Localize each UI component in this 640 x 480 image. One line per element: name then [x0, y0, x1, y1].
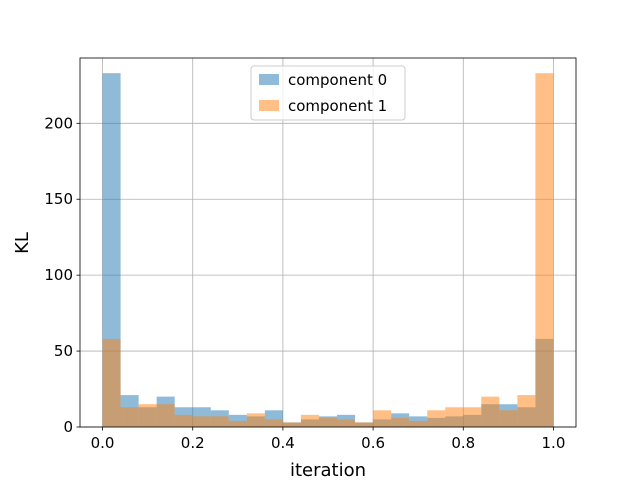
histogram-bars	[102, 73, 554, 428]
bar-component-1	[391, 417, 410, 427]
bar-component-1	[246, 413, 265, 427]
bar-component-1	[102, 338, 121, 427]
y-axis-label: KL	[12, 232, 33, 254]
x-tick-label: 0.0	[91, 434, 115, 452]
bar-component-1	[210, 416, 229, 427]
bar-component-0	[102, 73, 121, 428]
bar-component-1	[192, 416, 211, 427]
x-tick-label: 0.8	[451, 434, 475, 452]
bar-component-1	[264, 419, 283, 427]
bar-component-1	[337, 419, 356, 427]
bar-component-1	[138, 404, 157, 427]
legend-swatch	[259, 74, 279, 85]
bar-component-1	[355, 422, 374, 427]
bar-component-1	[481, 396, 500, 427]
bar-component-1	[156, 404, 175, 427]
y-tick-label: 150	[44, 190, 73, 208]
plot-frame	[79, 57, 577, 428]
legend-box	[250, 65, 406, 121]
legend-label: component 1	[288, 97, 387, 115]
bar-component-1	[535, 73, 554, 428]
bar-component-1	[174, 414, 193, 427]
legend: component 0 component 1	[250, 65, 406, 121]
x-tick-label: 0.4	[271, 434, 295, 452]
y-tick-label: 50	[54, 342, 73, 360]
bar-component-1	[517, 395, 536, 427]
bar-component-1	[228, 420, 247, 427]
bar-component-1	[318, 417, 338, 427]
x-tick-label: 0.6	[361, 434, 385, 452]
bar-component-1	[373, 410, 392, 427]
x-tick-label: 0.2	[181, 434, 205, 452]
x-tick-label: 1.0	[542, 434, 566, 452]
bar-component-1	[409, 420, 428, 427]
y-axis-ticks: 0 50 100 150 200	[44, 114, 80, 436]
bar-component-1	[120, 407, 139, 427]
bar-component-1	[427, 410, 446, 427]
y-tick-label: 100	[44, 266, 73, 284]
y-tick-label: 0	[63, 418, 73, 436]
legend-swatch	[259, 100, 279, 111]
bar-component-1	[463, 407, 482, 427]
bar-component-1	[499, 410, 518, 427]
y-tick-label: 200	[44, 114, 73, 132]
x-axis-ticks: 0.0 0.2 0.4 0.6 0.8 1.0	[91, 427, 566, 452]
bar-component-1	[282, 422, 301, 427]
bar-component-1	[445, 407, 464, 427]
x-axis-label: iteration	[290, 460, 366, 480]
legend-label: component 0	[288, 71, 387, 89]
bar-component-1	[300, 414, 319, 427]
